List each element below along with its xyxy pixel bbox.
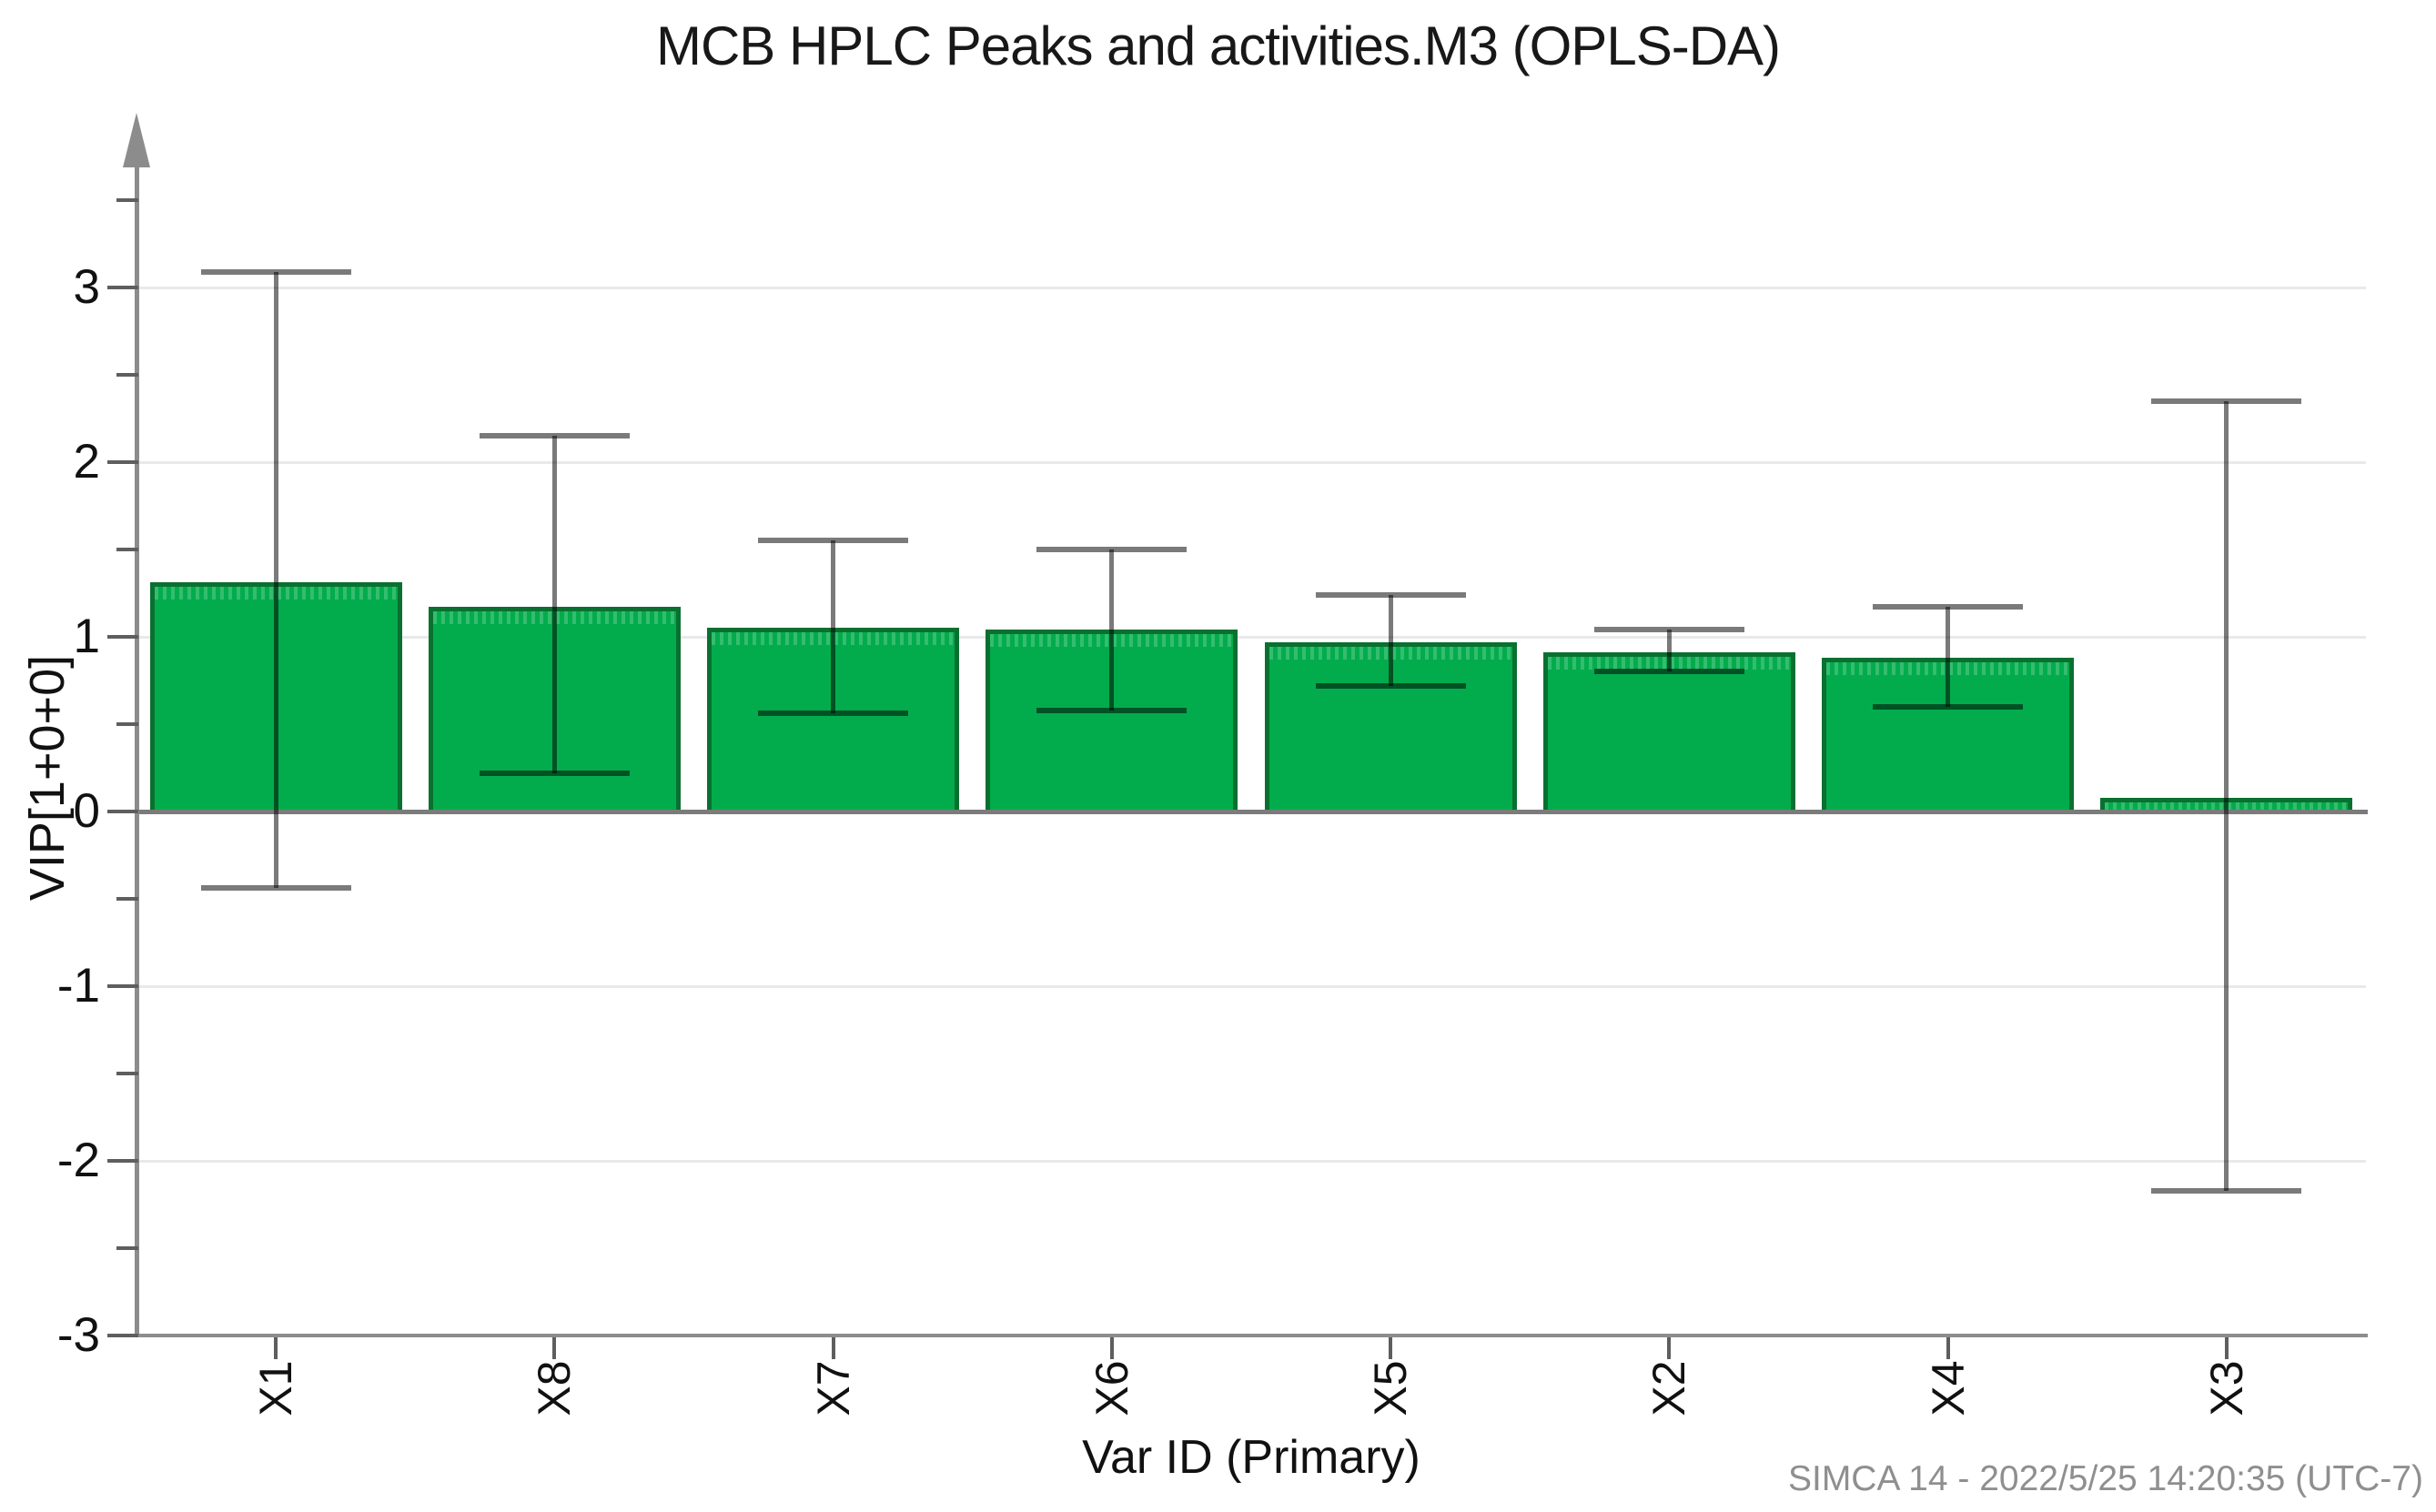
y-minor-tick [116,1246,138,1250]
error-bar-cap-bottom-x7 [758,711,909,717]
y-major-tick [107,460,138,464]
x-tick-label-x5: X5 [1365,1360,1417,1416]
error-bar-cap-top-x5 [1315,591,1466,598]
y-tick-label: -1 [56,959,100,1013]
y-major-tick [107,984,138,988]
x-tick-label-x4: X4 [1922,1360,1974,1416]
y-minor-tick [116,198,138,202]
y-axis-line [134,164,139,1336]
error-bar-cap-bottom-x1 [200,885,351,892]
y-tick-label: 0 [73,784,100,838]
x-tick-label-x7: X7 [807,1360,859,1416]
gridline [136,984,2366,988]
error-bar-cap-top-x4 [1873,604,2024,610]
y-tick-label: -3 [56,1308,100,1362]
error-bar-cap-top-x3 [2151,398,2302,404]
error-bar-cap-bottom-x5 [1315,682,1466,689]
y-tick-label: 1 [73,610,100,663]
error-bar-cap-top-x2 [1593,627,1744,633]
y-minor-tick [116,897,138,901]
gridline [136,286,2366,289]
x-tick-label-x6: X6 [1086,1360,1137,1416]
error-bar-line-x7 [831,540,836,714]
x-tick-label-x3: X3 [2200,1360,2252,1416]
x-tick [552,1337,557,1359]
bar-x2[interactable] [1542,652,1795,813]
x-tick [1389,1337,1393,1359]
y-minor-tick [116,548,138,551]
zero-line [135,809,2368,814]
gridline [136,1159,2366,1163]
y-major-tick [107,1334,138,1337]
x-tick-label-x2: X2 [1643,1360,1695,1416]
error-bar-cap-bottom-x6 [1036,707,1188,713]
y-minor-tick [116,722,138,726]
error-bar-line-x5 [1388,594,1393,686]
y-major-tick [107,286,138,289]
x-tick-label-x1: X1 [250,1360,302,1416]
x-tick [274,1337,278,1359]
x-tick [2224,1337,2229,1359]
y-major-tick [107,810,138,813]
error-bar-line-x8 [551,436,557,773]
error-bar-cap-bottom-x2 [1593,669,1744,675]
y-axis-arrow [123,113,150,167]
y-minor-tick [116,1072,138,1075]
chart-title: MCB HPLC Peaks and activities.M3 (OPLS-D… [655,15,1781,76]
gridline [136,460,2366,464]
y-tick-label: 3 [73,260,100,314]
error-bar-line-x2 [1666,630,1672,672]
x-tick [1667,1337,1672,1359]
y-tick-label: 2 [73,435,100,489]
error-bar-line-x4 [1946,607,1951,707]
simca-watermark: SIMCA 14 - 2022/5/25 14:20:35 (UTC-7) [1787,1459,2423,1498]
y-minor-tick [116,373,138,377]
error-bar-cap-bottom-x4 [1873,703,2024,710]
error-bar-line-x3 [2224,400,2229,1191]
y-major-tick [107,1159,138,1163]
x-tick [831,1337,835,1359]
x-tick [1946,1337,1950,1359]
x-axis-title: Var ID (Primary) [1082,1431,1420,1484]
y-major-tick [107,635,138,639]
x-tick [1109,1337,1114,1359]
error-bar-cap-top-x6 [1036,547,1188,552]
x-tick-label-x8: X8 [529,1360,581,1416]
error-bar-cap-bottom-x8 [479,770,630,776]
error-bar-cap-bottom-x3 [2151,1187,2302,1194]
gridline [136,635,2366,639]
error-bar-cap-top-x7 [758,538,909,544]
error-bar-cap-top-x1 [200,268,351,275]
error-bar-line-x1 [273,271,278,889]
error-bar-cap-top-x8 [479,433,630,439]
y-tick-label: -2 [56,1134,100,1187]
x-axis-frame [135,1334,2368,1337]
error-bar-line-x6 [1109,549,1115,711]
